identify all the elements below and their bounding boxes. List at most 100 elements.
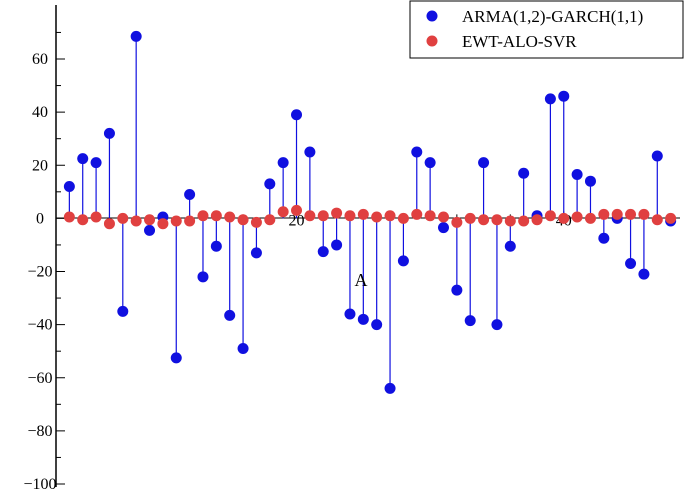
- arma-point: [63, 181, 75, 192]
- arma-point: [90, 157, 102, 169]
- ewt-point: [184, 215, 196, 227]
- arma-point: [237, 343, 249, 355]
- ewt-point: [531, 214, 543, 226]
- ewt-point: [144, 214, 156, 226]
- ewt-point: [451, 216, 463, 228]
- arma-point: [277, 157, 289, 169]
- ewt-point: [63, 211, 75, 223]
- legend-label-ewt: EWT-ALO-SVR: [462, 32, 577, 51]
- ewt-point: [638, 208, 650, 220]
- arma-point: [384, 382, 396, 394]
- ewt-point: [371, 211, 383, 223]
- x-axis-label: A: [355, 270, 368, 290]
- ewt-point: [584, 212, 596, 224]
- arma-point: [625, 258, 637, 270]
- legend: ARMA(1,2)-GARCH(1,1) EWT-ALO-SVR: [409, 0, 684, 59]
- arma-point: [103, 127, 115, 139]
- ewt-point: [277, 206, 289, 218]
- ewt-point: [544, 210, 556, 222]
- arma-point: [224, 309, 236, 321]
- arma-point: [478, 157, 490, 169]
- ewt-point: [598, 208, 610, 220]
- arma-point: [397, 255, 409, 267]
- y-tick-label: −40: [27, 317, 52, 334]
- arma-point: [638, 268, 650, 280]
- arma-point: [264, 178, 276, 190]
- y-tick-label: −60: [27, 370, 52, 387]
- arma-point: [651, 150, 663, 162]
- ewt-point: [357, 208, 369, 220]
- y-ticks: 60 40 20 0 −20 −40 −60 −80 −100: [23, 31, 65, 492]
- legend-box: [409, 0, 684, 59]
- y-tick-label: 20: [32, 157, 48, 174]
- ewt-point: [424, 210, 436, 222]
- ewt-point: [344, 210, 356, 222]
- arma-point: [464, 315, 476, 327]
- ewt-point: [197, 210, 209, 222]
- arma-point: [544, 93, 556, 105]
- ewt-point: [304, 210, 316, 222]
- ewt-point: [491, 214, 503, 226]
- ewt-point: [210, 210, 222, 222]
- arma-point: [130, 30, 142, 42]
- ewt-point: [250, 216, 262, 228]
- y-tick-label: −100: [23, 476, 56, 492]
- ewt-point: [317, 210, 329, 222]
- ewt-point: [625, 208, 637, 220]
- ewt-point: [331, 207, 343, 219]
- ewt-point: [264, 214, 276, 226]
- arma-point: [424, 157, 436, 169]
- arma-point: [451, 284, 463, 296]
- y-tick-label: −80: [27, 423, 52, 440]
- arma-point: [504, 240, 516, 252]
- y-tick-label: 60: [32, 51, 48, 68]
- arma-point: [291, 109, 303, 121]
- arma-point: [117, 305, 129, 317]
- arma-point: [331, 239, 343, 251]
- ewt-point: [437, 211, 449, 223]
- ewt-point: [77, 214, 89, 226]
- ewt-point: [117, 212, 129, 224]
- ewt-point: [130, 215, 142, 227]
- arma-point: [571, 169, 583, 181]
- ewt-point: [558, 212, 570, 224]
- ewt-point: [157, 218, 169, 230]
- arma-point: [371, 319, 383, 331]
- arma-point: [144, 224, 156, 236]
- ewt-point: [103, 218, 115, 230]
- legend-label-arma: ARMA(1,2)-GARCH(1,1): [462, 7, 643, 26]
- arma-point: [304, 146, 316, 158]
- y-tick-label: 0: [36, 210, 44, 227]
- arma-point: [584, 175, 596, 187]
- arma-point: [344, 308, 356, 320]
- ewt-point: [237, 214, 249, 226]
- ewt-point: [571, 211, 583, 223]
- stems: [68, 36, 672, 389]
- ewt-point: [478, 214, 490, 226]
- legend-marker-arma: [426, 10, 438, 22]
- arma-point: [598, 232, 610, 244]
- ewt-point: [411, 208, 423, 220]
- ewt-point: [224, 211, 236, 223]
- arma-point: [437, 222, 449, 234]
- arma-point: [170, 352, 182, 364]
- ewt-point: [651, 214, 663, 226]
- arma-point: [197, 271, 209, 283]
- markers: [63, 30, 677, 394]
- ewt-point: [291, 204, 303, 216]
- arma-point: [77, 153, 89, 165]
- x-tick-label: 20: [289, 212, 305, 229]
- y-tick-label: 40: [32, 104, 48, 121]
- y-tick-label: −20: [27, 264, 52, 281]
- ewt-point: [384, 210, 396, 222]
- arma-point: [411, 146, 423, 158]
- arma-point: [250, 247, 262, 259]
- ewt-point: [464, 212, 476, 224]
- ewt-point: [504, 215, 516, 227]
- ewt-point: [90, 211, 102, 223]
- arma-point: [491, 319, 503, 331]
- arma-point: [558, 90, 570, 102]
- arma-point: [210, 240, 222, 252]
- legend-marker-ewt: [426, 35, 438, 47]
